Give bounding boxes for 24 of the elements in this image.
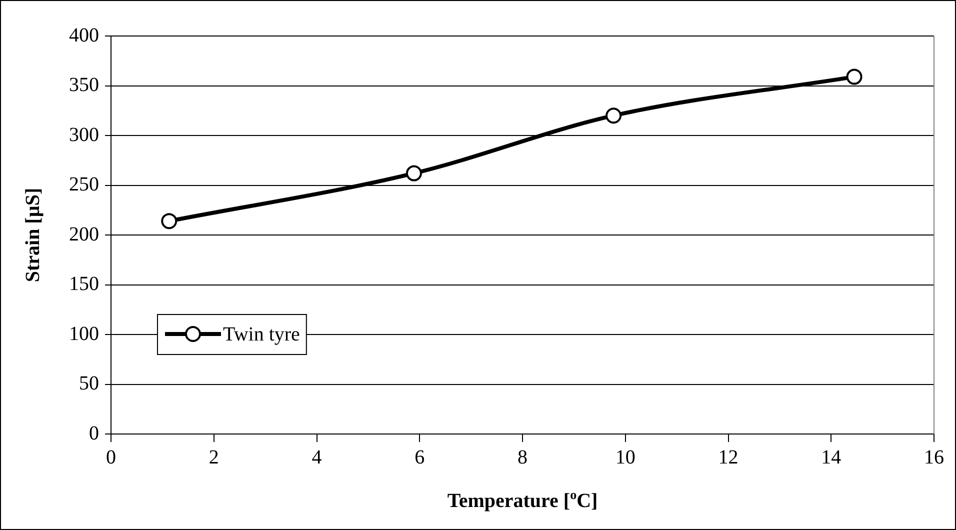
x-tick-label: 10 — [615, 446, 636, 468]
y-tick-label: 50 — [79, 372, 99, 394]
point — [846, 68, 862, 85]
x-tick-label: 2 — [208, 446, 219, 468]
x-tick-label: 14 — [821, 446, 842, 468]
y-tick-label: 400 — [69, 24, 99, 46]
point — [406, 165, 422, 182]
y-tick-label: 350 — [69, 74, 99, 96]
x-tick-label: 6 — [414, 446, 425, 468]
y-tick-label: 100 — [69, 322, 99, 345]
y-tick-label: 150 — [69, 273, 99, 295]
point — [606, 108, 622, 124]
point — [161, 213, 178, 230]
legend-label: Twin tyre — [223, 323, 300, 346]
y-tick-label: 300 — [69, 124, 99, 146]
x-tick-label: 0 — [106, 446, 116, 468]
y-axis-title: Strain [µS] — [22, 188, 44, 282]
x-tick-label: 12 — [718, 446, 738, 468]
y-tick-label: 250 — [69, 174, 99, 196]
x-tick-label: 4 — [312, 446, 322, 468]
y-tick-label: 200 — [69, 223, 99, 246]
x-tick-label: 16 — [924, 446, 944, 468]
x-tick-label: 8 — [518, 446, 528, 468]
y-tick-label: 0 — [89, 422, 99, 444]
